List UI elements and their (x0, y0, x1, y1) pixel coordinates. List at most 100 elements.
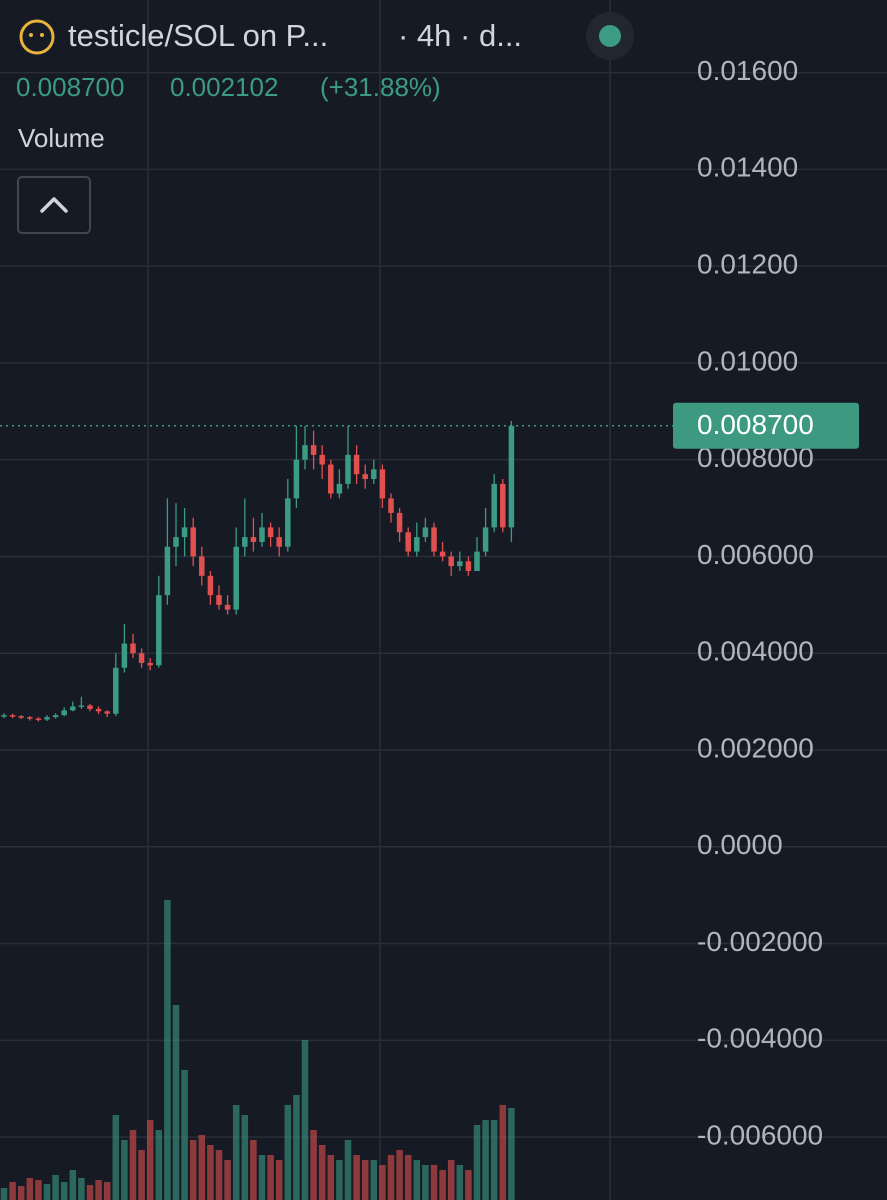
volume-bar (490, 1120, 498, 1200)
candle-body (457, 561, 463, 567)
volume-bar (232, 1105, 240, 1200)
volume-bar (35, 1180, 42, 1200)
candle-body (147, 662, 153, 666)
candle-body (267, 527, 274, 538)
volume-bar (17, 1186, 25, 1200)
candle-body (52, 715, 59, 718)
candle-body (250, 537, 257, 542)
candle-body (104, 711, 110, 714)
volume-bar (310, 1130, 317, 1200)
pair-title: testicle/SOL on P... (68, 18, 328, 53)
volume-bar (78, 1178, 85, 1200)
candle-body (130, 643, 136, 654)
volume-bar (456, 1165, 464, 1200)
chevron-icon (40, 197, 68, 213)
y-tick-label: 0.01000 (697, 345, 798, 376)
candle-body (396, 512, 403, 533)
candle-body (500, 483, 506, 528)
price: 0.008700 (16, 72, 124, 102)
candle-body (422, 527, 429, 538)
volume-bar (215, 1150, 223, 1200)
candle-body (224, 604, 231, 610)
volume-bar (60, 1182, 68, 1200)
volume-bar (275, 1160, 283, 1200)
y-tick-label: 0.006000 (697, 539, 814, 570)
volume-bar (379, 1165, 386, 1200)
candle-body (379, 469, 386, 499)
candle-body (121, 643, 128, 668)
volume-bar (361, 1160, 369, 1200)
volume-bar (138, 1150, 145, 1200)
y-tick-label: 0.01400 (697, 152, 798, 183)
candle-body (405, 532, 411, 552)
volume-bar (9, 1182, 16, 1200)
volume-bar (336, 1160, 343, 1200)
change-pct: (+31.88%) (320, 72, 441, 102)
candle-body (285, 498, 291, 547)
collapse-button[interactable] (17, 176, 91, 234)
candle-body (173, 537, 179, 547)
candle-body (491, 483, 497, 528)
header: testicle/SOL on P... · 4h · d... 0.00870… (16, 12, 634, 234)
volume-bar (499, 1105, 507, 1200)
token-icon (29, 33, 33, 37)
volume-bar (284, 1105, 292, 1200)
volume-bar (353, 1155, 360, 1200)
candle-body (328, 464, 334, 494)
volume-bar (482, 1120, 489, 1200)
candle-body (113, 667, 119, 714)
candle-body (448, 556, 454, 567)
interval: · 4h · d... (398, 18, 522, 53)
candle-body (1, 715, 7, 717)
volume-bar (146, 1120, 154, 1200)
volume-bar (241, 1115, 249, 1200)
volume-bar (43, 1184, 51, 1200)
candle-body (259, 527, 265, 542)
volume-bar (207, 1145, 214, 1200)
candle-body (35, 718, 42, 721)
y-tick-label: -0.004000 (697, 1023, 823, 1054)
volume-bar (181, 1070, 188, 1200)
token-icon (19, 19, 55, 55)
volume-bar (69, 1170, 77, 1200)
candle-body (439, 551, 446, 557)
candle-body (164, 546, 171, 596)
change: 0.002102 (170, 72, 278, 102)
candle-body (138, 653, 145, 663)
volume-bar (52, 1175, 59, 1200)
volume-bar (129, 1130, 137, 1200)
volume-bar (250, 1140, 257, 1200)
volume-bar (164, 900, 171, 1200)
volume-bar (121, 1140, 128, 1200)
candle-body (371, 469, 377, 480)
candle-body (336, 483, 343, 494)
candle-body (388, 498, 394, 513)
candle-body (362, 474, 368, 480)
candle-body (353, 454, 360, 475)
candle-body (414, 537, 420, 552)
candle-body (508, 425, 515, 528)
candle-body (207, 575, 214, 596)
y-tick-label: 0.0000 (697, 829, 783, 860)
volume-bar (370, 1160, 378, 1200)
volume-bar (155, 1130, 163, 1200)
volume-bar (301, 1040, 309, 1200)
last-price-box (673, 402, 859, 449)
y-tick-label: 0.01200 (697, 249, 798, 280)
volume-bar (198, 1135, 206, 1200)
volume-bar (26, 1178, 34, 1200)
candle-body (156, 595, 162, 666)
volume-bar (172, 1005, 180, 1200)
candle-body (181, 527, 188, 538)
candle-body (18, 716, 24, 718)
candle-body (293, 459, 300, 499)
volume-bar (473, 1125, 481, 1200)
volume-bar (112, 1115, 120, 1200)
volume-bar (86, 1185, 94, 1200)
candle-body (61, 710, 67, 716)
candle-body (70, 706, 76, 711)
candle-body (482, 527, 489, 552)
candle-body (310, 445, 317, 455)
